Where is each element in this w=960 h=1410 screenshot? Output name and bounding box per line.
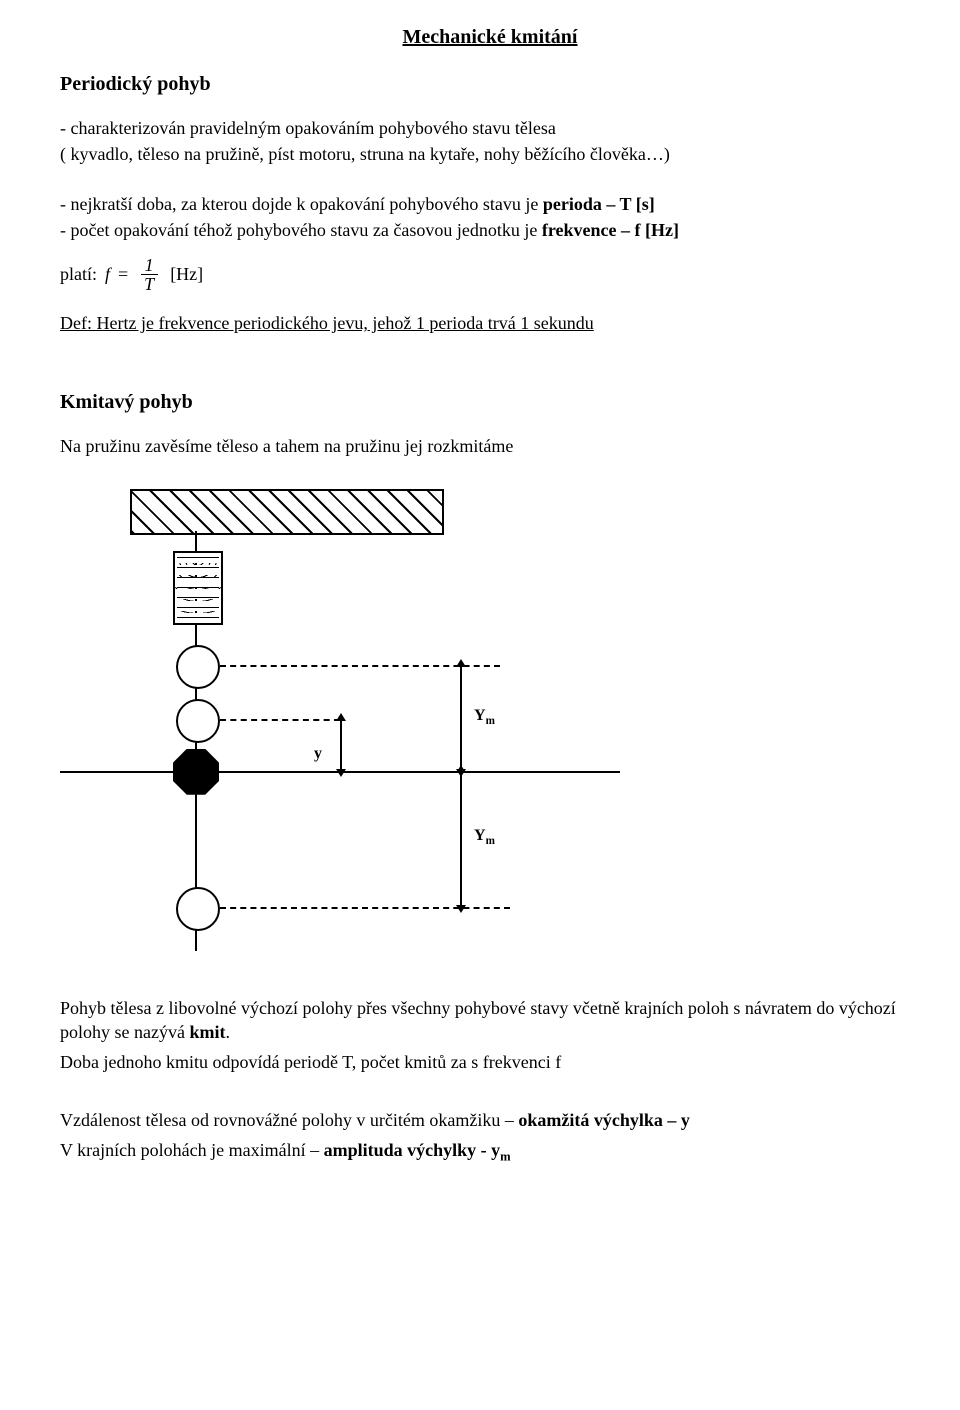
section1-body: - charakterizován pravidelným opakováním… xyxy=(60,116,920,242)
var-f: f xyxy=(105,264,110,285)
bullet-frekvence: - počet opakování téhož pohybového stavu… xyxy=(60,218,920,242)
denominator: T xyxy=(140,275,158,293)
text: V krajních polohách je maximální – xyxy=(60,1140,324,1160)
section-periodicky-heading: Periodický pohyb xyxy=(60,73,920,96)
text: - počet opakování téhož pohybového stavu… xyxy=(60,220,542,240)
dot: . xyxy=(225,1022,230,1042)
mass-top-position xyxy=(176,645,220,689)
bullet-charakterizovan: - charakterizován pravidelným opakováním… xyxy=(60,116,920,140)
amplituda-bold: amplituda výchylky - ym xyxy=(324,1140,511,1160)
ceiling-hatch xyxy=(130,489,444,535)
fraction: 1 T xyxy=(140,256,158,293)
bullet-examples: ( kyvadlo, těleso na pružině, píst motor… xyxy=(60,142,920,166)
arrow-ym-upper xyxy=(460,665,462,771)
def-underline: Def: Hertz je frekvence periodického jev… xyxy=(60,313,594,333)
text: - nejkratší doba, za kterou dojde k opak… xyxy=(60,194,543,214)
kmit-period-note: Doba jednoho kmitu odpovídá periodě T, p… xyxy=(60,1050,920,1074)
kmit-bold: kmit xyxy=(189,1022,225,1042)
text: Pohyb tělesa z libovolné výchozí polohy … xyxy=(60,998,896,1042)
section-kmitavy-heading: Kmitavý pohyb xyxy=(60,391,920,414)
frekvence-bold: frekvence – f [Hz] xyxy=(542,220,679,240)
formula-prefix: platí: xyxy=(60,264,97,285)
label-y: y xyxy=(314,745,322,763)
okamzita-vychylka: Vzdálenost tělesa od rovnovážné polohy v… xyxy=(60,1108,920,1132)
text: Vzdálenost tělesa od rovnovážné polohy v… xyxy=(60,1110,518,1130)
mass-position-2 xyxy=(176,699,220,743)
numerator: 1 xyxy=(141,256,158,275)
unit-hz: [Hz] xyxy=(170,264,203,285)
dashed-current-y xyxy=(220,719,340,721)
arrow-ym-lower xyxy=(460,771,462,907)
label-ym-lower: Ym xyxy=(474,827,495,847)
spring-oscillator-diagram: y Ym Ym xyxy=(60,489,620,959)
formula-f-1-over-T: platí: f = 1 T [Hz] xyxy=(60,256,920,293)
spring-icon xyxy=(173,551,223,625)
amplituda: V krajních polohách je maximální – ampli… xyxy=(60,1138,920,1166)
mass-bottom-position xyxy=(176,887,220,931)
kmit-definition: Pohyb tělesa z libovolné výchozí polohy … xyxy=(60,996,920,1045)
perioda-bold: perioda – T [s] xyxy=(543,194,655,214)
definition-hertz: Def: Hertz je frekvence periodického jev… xyxy=(60,311,920,335)
arrow-y xyxy=(340,719,342,771)
kmitavy-intro: Na pružinu zavěsíme těleso a tahem na pr… xyxy=(60,434,920,458)
dashed-bottom-extreme xyxy=(220,907,510,909)
page-title: Mechanické kmitání xyxy=(60,26,920,49)
label-ym-upper: Ym xyxy=(474,707,495,727)
bullet-perioda: - nejkratší doba, za kterou dojde k opak… xyxy=(60,192,920,216)
okamzita-bold: okamžitá výchylka – y xyxy=(518,1110,690,1130)
eq-sign: = xyxy=(118,264,128,285)
